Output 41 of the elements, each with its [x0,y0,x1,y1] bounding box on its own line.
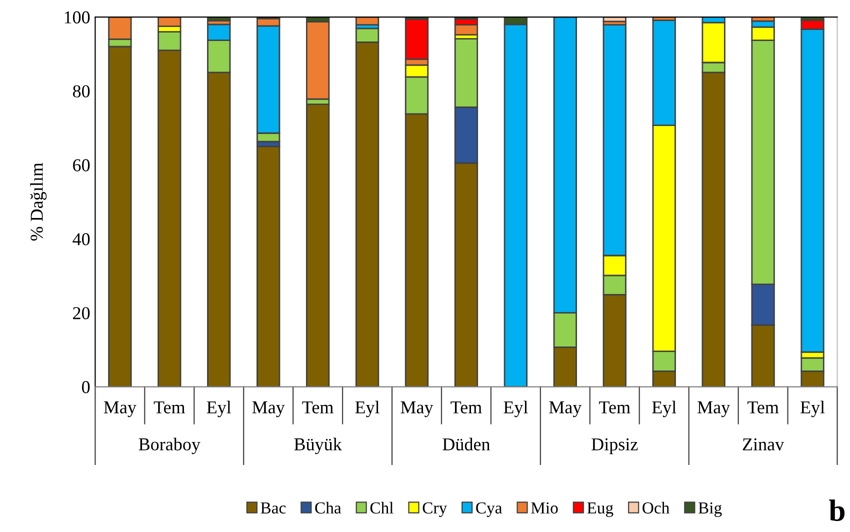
x-tick-label: May [549,401,582,418]
text: Dipsiz [592,438,638,454]
x-tick-label: Tem [302,401,334,414]
x-tick-label: May [104,401,136,418]
y-tick-label: 80 [72,85,90,98]
x-tick-label: May [400,401,434,418]
y-tick-label: 0 [82,381,90,394]
legend-label: Cya [476,502,502,517]
legend-label: Mio [531,502,558,514]
x-tick-label: Tem [154,401,186,414]
y-tick-label: 100 [64,11,90,24]
bar [306,104,330,387]
y-tick-label: 60 [73,159,90,172]
text: Zinav [742,438,784,450]
legend-label: Big [698,502,722,517]
legend-label: Eug [587,502,614,517]
text: Boraboy [138,438,200,454]
x-tick-label: Tem [599,401,630,414]
bar [355,17,380,26]
bar [207,17,231,22]
x-tick-label: Eyl [652,400,676,418]
x-tick-label: Eyl [355,400,380,418]
text: Düden [442,438,490,450]
y-tick-label: 40 [72,233,90,246]
legend-label: Cry [422,502,448,517]
text: Büyük [294,438,342,454]
y-axis-title: % Dağılım [30,162,47,241]
legend-label: Bac [260,502,286,514]
x-tick-label: Eyl [504,400,528,418]
x-tick-label: Eyl [206,400,232,418]
legend-label: Och [642,502,670,514]
text: b [829,500,845,522]
y-tick-label: 20 [73,307,90,320]
x-tick-label: May [252,401,285,418]
x-tick-label: Tem [450,401,482,414]
x-tick-label: Tem [747,401,779,414]
bar [256,146,280,387]
x-tick-label: Eyl [800,400,825,418]
legend-label: Chl [370,502,394,514]
x-tick-label: May [698,401,730,418]
legend-label: Cha [315,502,342,514]
